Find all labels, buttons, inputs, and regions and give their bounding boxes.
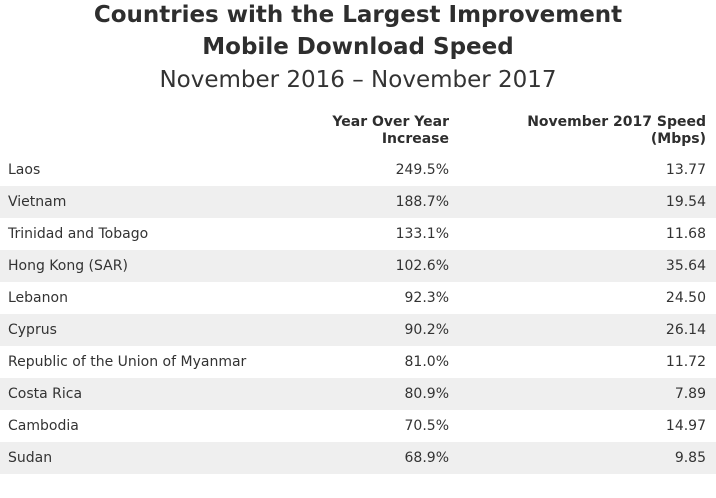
speed-cell: 9.85 bbox=[455, 442, 716, 474]
table-row: Lebanon 92.3% 24.50 bbox=[0, 282, 716, 314]
table-row: Hong Kong (SAR) 102.6% 35.64 bbox=[0, 250, 716, 282]
speed-cell: 26.14 bbox=[455, 314, 716, 346]
speed-cell: 24.50 bbox=[665, 290, 706, 306]
increase-cell: 102.6% bbox=[260, 250, 455, 282]
country-cell: Cambodia bbox=[8, 418, 79, 434]
country-cell: Trinidad and Tobago bbox=[8, 226, 149, 242]
speed-cell: 11.72 bbox=[665, 354, 706, 370]
country-cell: Sudan bbox=[0, 442, 260, 474]
table-body: Laos 249.5% 13.77 Vietnam 188.7% 19.54 Trinida… bbox=[0, 154, 716, 474]
header-country bbox=[0, 114, 260, 154]
table-row: Laos 249.5% 13.77 bbox=[0, 154, 716, 186]
increase-cell: 249.5% bbox=[395, 162, 449, 178]
table-header-row: Year Over Year Increase November 2017 Sp… bbox=[0, 114, 716, 154]
table-row: Sudan 68.9% 9.85 bbox=[0, 442, 716, 474]
increase-cell: 80.9% bbox=[260, 378, 455, 410]
table-row: Costa Rica 80.9% 7.89 bbox=[0, 378, 716, 410]
speed-cell: 35.64 bbox=[455, 250, 716, 282]
speed-cell: 11.68 bbox=[665, 226, 706, 242]
header-increase: Year Over Year Increase bbox=[260, 114, 455, 154]
title-line-1: Countries with the Largest Improvement bbox=[93, 2, 623, 28]
header-speed-line-2: (Mbps) bbox=[650, 131, 706, 147]
increase-cell: 81.0% bbox=[404, 354, 449, 370]
speed-table: Year Over Year Increase November 2017 Sp… bbox=[0, 114, 716, 474]
increase-cell: 188.7% bbox=[260, 186, 455, 218]
speed-cell: 7.89 bbox=[455, 378, 716, 410]
table-row: Cyprus 90.2% 26.14 bbox=[0, 314, 716, 346]
header-increase-line-1: Year Over Year bbox=[332, 114, 449, 130]
table-row: Trinidad and Tobago 133.1% 11.68 bbox=[0, 218, 716, 250]
table-row: Cambodia 70.5% 14.97 bbox=[0, 410, 716, 442]
country-cell: Vietnam bbox=[0, 186, 260, 218]
country-cell: Cyprus bbox=[0, 314, 260, 346]
speed-cell: 14.97 bbox=[665, 418, 706, 434]
header-speed: November 2017 Speed (Mbps) bbox=[455, 114, 716, 154]
increase-cell: 70.5% bbox=[404, 418, 449, 434]
header-speed-line-1: November 2017 Speed bbox=[527, 114, 706, 130]
country-cell: Lebanon bbox=[8, 290, 68, 306]
increase-cell: 133.1% bbox=[395, 226, 449, 242]
country-cell: Republic of the Union of Myanmar bbox=[8, 354, 247, 370]
header-increase-line-2: Increase bbox=[381, 131, 449, 147]
increase-cell: 68.9% bbox=[260, 442, 455, 474]
country-cell: Costa Rica bbox=[0, 378, 260, 410]
chart-subtitle: November 2016 – November 2017 bbox=[159, 67, 557, 93]
increase-cell: 90.2% bbox=[260, 314, 455, 346]
chart-title: Countries with the Largest Improvement M… bbox=[0, 0, 716, 63]
speed-cell: 13.77 bbox=[665, 162, 706, 178]
table-row: Vietnam 188.7% 19.54 bbox=[0, 186, 716, 218]
title-line-2: Mobile Download Speed bbox=[202, 34, 514, 60]
table-row: Republic of the Union of Myanmar 81.0% 11.… bbox=[0, 346, 716, 378]
country-cell: Hong Kong (SAR) bbox=[0, 250, 260, 282]
country-cell: Laos bbox=[8, 162, 41, 178]
increase-cell: 92.3% bbox=[404, 290, 449, 306]
speed-cell: 19.54 bbox=[455, 186, 716, 218]
